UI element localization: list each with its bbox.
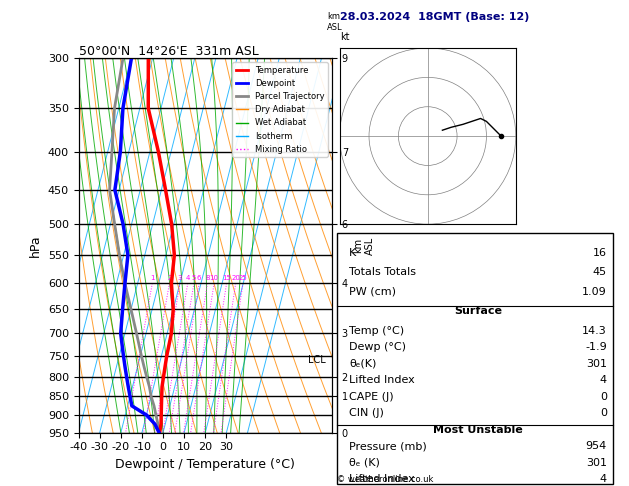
Y-axis label: hPa: hPa [29,234,42,257]
Text: CIN (J): CIN (J) [349,408,384,418]
Text: km
ASL: km ASL [327,12,343,32]
Text: 301: 301 [586,359,607,369]
Text: 28.03.2024  18GMT (Base: 12): 28.03.2024 18GMT (Base: 12) [340,12,529,22]
Text: 3: 3 [178,276,182,281]
Text: 0: 0 [600,408,607,418]
Text: Lifted Index: Lifted Index [349,474,415,485]
Text: kt: kt [340,32,349,42]
Text: 2: 2 [167,276,172,281]
Text: Lifted Index: Lifted Index [349,375,415,385]
Text: 0: 0 [600,392,607,402]
Text: © weatheronline.co.uk: © weatheronline.co.uk [337,474,433,484]
Text: Dewp (°C): Dewp (°C) [349,342,406,352]
Text: 50°00'N  14°26'E  331m ASL: 50°00'N 14°26'E 331m ASL [79,45,259,58]
Text: Totals Totals: Totals Totals [349,267,416,278]
Text: Most Unstable: Most Unstable [433,425,523,435]
Text: 8: 8 [205,276,209,281]
Text: 1.09: 1.09 [582,287,607,297]
Text: 4: 4 [600,474,607,485]
Text: 1: 1 [150,276,155,281]
Text: 20: 20 [231,276,240,281]
Text: 15: 15 [222,276,231,281]
Text: 5: 5 [192,276,196,281]
Text: Temp (°C): Temp (°C) [349,326,404,336]
Text: Surface: Surface [454,306,502,316]
Text: 954: 954 [586,441,607,451]
Text: 14.3: 14.3 [582,326,607,336]
Legend: Temperature, Dewpoint, Parcel Trajectory, Dry Adiabat, Wet Adiabat, Isotherm, Mi: Temperature, Dewpoint, Parcel Trajectory… [232,63,328,157]
Text: 4: 4 [600,375,607,385]
Text: CAPE (J): CAPE (J) [349,392,394,402]
Text: θₑ (K): θₑ (K) [349,458,380,468]
X-axis label: Dewpoint / Temperature (°C): Dewpoint / Temperature (°C) [115,458,295,471]
Text: 4: 4 [186,276,190,281]
Text: LCL: LCL [308,355,326,365]
Text: 25: 25 [238,276,247,281]
Text: 6: 6 [197,276,201,281]
Text: -1.9: -1.9 [585,342,607,352]
Text: 45: 45 [593,267,607,278]
Text: 10: 10 [209,276,219,281]
Y-axis label: km
ASL: km ASL [353,236,375,255]
Text: 16: 16 [593,248,607,258]
Text: PW (cm): PW (cm) [349,287,396,297]
Text: θₑ(K): θₑ(K) [349,359,377,369]
Text: K: K [349,248,357,258]
Text: 301: 301 [586,458,607,468]
Text: Pressure (mb): Pressure (mb) [349,441,427,451]
